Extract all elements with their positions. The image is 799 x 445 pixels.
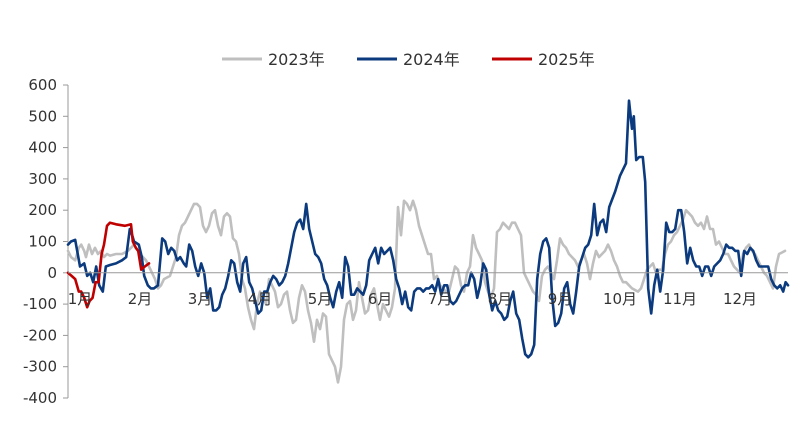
y-tick-label: 600: [28, 76, 57, 94]
y-tick-label: -100: [23, 295, 57, 313]
y-tick-label: 0: [47, 264, 57, 282]
x-tick-label: 6月: [368, 290, 393, 308]
legend-label-0: 2023年: [268, 50, 325, 69]
x-tick-label: 2月: [128, 290, 153, 308]
y-tick-label: 400: [28, 139, 57, 157]
legend: 2023年 2024年 2025年: [222, 50, 595, 69]
x-tick-label: 10月: [603, 290, 637, 308]
series-line-2: [66, 221, 151, 309]
x-tick-label: 9月: [548, 290, 573, 308]
y-tick-label: -400: [23, 389, 57, 407]
y-tick-label: 300: [28, 170, 57, 188]
y-tick-label: -300: [23, 358, 57, 376]
x-tick-label: 4月: [248, 290, 273, 308]
y-tick-label: 500: [28, 107, 57, 125]
series-layer: [66, 99, 790, 384]
series-line-1: [66, 99, 790, 359]
y-axis: 600 500 400 300 200 100 0 -100 -200 -300 -400: [23, 76, 69, 407]
x-tick-label: 12月: [723, 290, 757, 308]
legend-label-2: 2025年: [538, 50, 595, 69]
y-tick-label: -200: [23, 326, 57, 344]
y-tick-label: 200: [28, 201, 57, 219]
x-tick-label: 3月: [188, 290, 213, 308]
legend-label-1: 2024年: [403, 50, 460, 69]
x-tick-label: 7月: [428, 290, 453, 308]
y-tick-label: 100: [28, 233, 57, 251]
x-tick-label: 11月: [663, 290, 697, 308]
x-tick-label: 8月: [488, 290, 513, 308]
series-line-0: [66, 199, 787, 384]
x-tick-label: 5月: [308, 290, 333, 308]
x-axis: 1月 2月 3月 4月 5月 6月 7月 8月 9月 10月 11月 12月: [68, 272, 788, 308]
x-tick-label: 1月: [68, 290, 93, 308]
